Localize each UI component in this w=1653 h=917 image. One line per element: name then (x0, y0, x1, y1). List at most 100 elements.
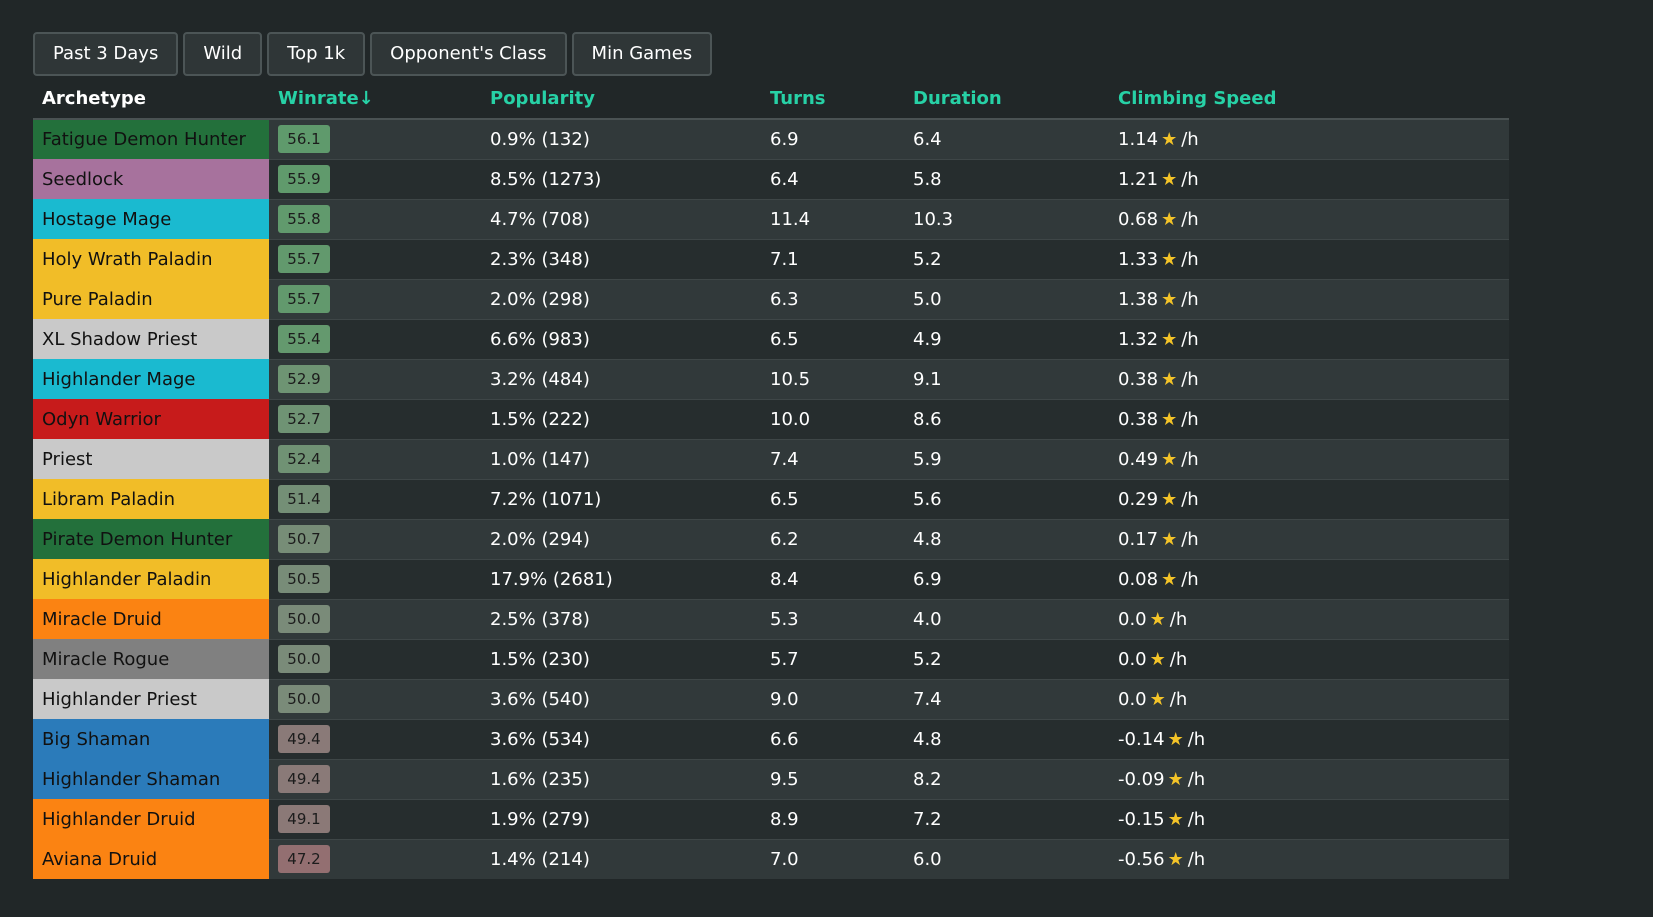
climbing-speed-value: 0.08 (1118, 568, 1159, 590)
star-icon: ★ (1161, 368, 1178, 390)
climbing-speed-cell: -0.15 ★/h (1109, 798, 1509, 839)
table-row[interactable]: Highlander Mage 52.9 3.2% (484) 10.5 9.1 0.38… (33, 358, 1509, 399)
climbing-speed-cell: 0.0 ★/h (1109, 638, 1509, 679)
filter-period-button[interactable]: Past 3 Days (33, 32, 179, 76)
turns-cell: 8.4 (761, 558, 904, 599)
climbing-speed-value: 1.21 (1118, 168, 1159, 190)
turns-cell: 7.4 (761, 438, 904, 479)
climbing-speed-cell: 1.21 ★/h (1109, 158, 1509, 199)
table-row[interactable]: Highlander Priest 50.0 3.6% (540) 9.0 7.4 0.0… (33, 678, 1509, 719)
climbing-speed-unit: /h (1181, 568, 1199, 590)
table-row[interactable]: Odyn Warrior 52.7 1.5% (222) 10.0 8.6 0.38 ★/h (33, 398, 1509, 439)
archetype-name[interactable]: Highlander Priest (33, 679, 269, 719)
star-icon: ★ (1167, 728, 1184, 750)
climbing-speed-cell: 1.14 ★/h (1109, 118, 1509, 159)
table-row[interactable]: Miracle Druid 50.0 2.5% (378) 5.3 4.0 0.0 ★/h (33, 598, 1509, 639)
archetype-name[interactable]: Fatigue Demon Hunter (33, 119, 269, 159)
filter-min-games-button[interactable]: Min Games (571, 32, 713, 76)
archetype-name[interactable]: Highlander Shaman (33, 759, 269, 799)
table-row[interactable]: Libram Paladin 51.4 7.2% (1071) 6.5 5.6 0.29 ★… (33, 478, 1509, 519)
climbing-speed-unit: /h (1181, 488, 1199, 510)
climbing-speed-cell: 0.0 ★/h (1109, 678, 1509, 719)
star-icon: ★ (1167, 768, 1184, 790)
table-row[interactable]: Highlander Shaman 49.4 1.6% (235) 9.5 8.2 -0.… (33, 758, 1509, 799)
climbing-speed-cell: 0.0 ★/h (1109, 598, 1509, 639)
table-row[interactable]: Pure Paladin 55.7 2.0% (298) 6.3 5.0 1.38 ★/h (33, 278, 1509, 319)
table-row[interactable]: Highlander Druid 49.1 1.9% (279) 8.9 7.2 -0.1… (33, 798, 1509, 839)
popularity-cell: 8.5% (1273) (481, 158, 761, 199)
archetype-name[interactable]: Pirate Demon Hunter (33, 519, 269, 559)
header-winrate[interactable]: Winrate↓ (269, 78, 481, 120)
archetype-name[interactable]: Hostage Mage (33, 199, 269, 239)
popularity-cell: 3.2% (484) (481, 358, 761, 399)
table-row[interactable]: Hostage Mage 55.8 4.7% (708) 11.4 10.3 0.68 ★ /… (33, 198, 1509, 239)
table-row[interactable]: Aviana Druid 47.2 1.4% (214) 7.0 6.0 -0.56 ★/h (33, 838, 1509, 879)
archetype-name[interactable]: Highlander Mage (33, 359, 269, 399)
turns-cell: 10.5 (761, 358, 904, 399)
table-row[interactable]: Highlander Paladin 50.5 17.9% (2681) 8.4 6.9… (33, 558, 1509, 599)
climbing-speed-value: 0.0 (1118, 648, 1147, 670)
turns-cell: 10.0 (761, 398, 904, 439)
duration-cell: 4.9 (904, 318, 1109, 359)
winrate-cell: 50.7 (269, 518, 481, 559)
archetype-name[interactable]: Aviana Druid (33, 839, 269, 879)
archetype-name[interactable]: Libram Paladin (33, 479, 269, 519)
archetype-name[interactable]: Odyn Warrior (33, 399, 269, 439)
duration-cell: 5.6 (904, 478, 1109, 519)
star-icon: ★ (1167, 848, 1184, 870)
popularity-cell: 1.9% (279) (481, 798, 761, 839)
turns-cell: 6.5 (761, 478, 904, 519)
archetype-name[interactable]: XL Shadow Priest (33, 319, 269, 359)
winrate-badge: 55.9 (278, 165, 330, 193)
archetype-name[interactable]: Priest (33, 439, 269, 479)
popularity-cell: 0.9% (132) (481, 118, 761, 159)
archetype-name[interactable]: Highlander Paladin (33, 559, 269, 599)
duration-cell: 5.2 (904, 238, 1109, 279)
archetype-name[interactable]: Seedlock (33, 159, 269, 199)
archetype-name[interactable]: Holy Wrath Paladin (33, 239, 269, 279)
turns-cell: 7.0 (761, 838, 904, 879)
winrate-cell: 55.7 (269, 278, 481, 319)
winrate-cell: 55.7 (269, 238, 481, 279)
header-archetype[interactable]: Archetype (33, 78, 269, 120)
duration-cell: 5.8 (904, 158, 1109, 199)
climbing-speed-unit: /h (1187, 808, 1206, 830)
archetype-name[interactable]: Miracle Rogue (33, 639, 269, 679)
table-row[interactable]: Seedlock 55.9 8.5% (1273) 6.4 5.8 1.21 ★/h (33, 158, 1509, 199)
table-row[interactable]: Priest 52.4 1.0% (147) 7.4 5.9 0.49 ★/h (33, 438, 1509, 479)
popularity-cell: 6.6% (983) (481, 318, 761, 359)
table-row[interactable]: Pirate Demon Hunter 50.7 2.0% (294) 6.2 4.8 0… (33, 518, 1509, 559)
winrate-cell: 56.1 (269, 118, 481, 159)
table-row[interactable]: Fatigue Demon Hunter 56.1 0.9% (132) 6.9 6.4… (33, 118, 1509, 159)
table-row[interactable]: XL Shadow Priest 55.4 6.6% (983) 6.5 4.9 1.32… (33, 318, 1509, 359)
archetype-name[interactable]: Highlander Druid (33, 799, 269, 839)
table-row[interactable]: Holy Wrath Paladin 55.7 2.3% (348) 7.1 5.2 1.… (33, 238, 1509, 279)
duration-cell: 7.4 (904, 678, 1109, 719)
archetype-name[interactable]: Miracle Druid (33, 599, 269, 639)
climbing-speed-value: 1.33 (1118, 248, 1159, 270)
winrate-badge: 52.4 (278, 445, 330, 473)
header-climbing-speed[interactable]: Climbing Speed (1109, 78, 1509, 120)
table-row[interactable]: Miracle Rogue 50.0 1.5% (230) 5.7 5.2 0.0 ★/h (33, 638, 1509, 679)
duration-cell: 8.6 (904, 398, 1109, 439)
climbing-speed-unit: /h (1181, 528, 1199, 550)
winrate-cell: 49.4 (269, 718, 481, 759)
header-duration[interactable]: Duration (904, 78, 1109, 120)
climbing-speed-value: -0.14 (1118, 728, 1165, 750)
archetype-name[interactable]: Big Shaman (33, 719, 269, 759)
popularity-cell: 4.7% (708) (481, 198, 761, 239)
archetype-name[interactable]: Pure Paladin (33, 279, 269, 319)
table-row[interactable]: Big Shaman 49.4 3.6% (534) 6.6 4.8 -0.14 ★/h (33, 718, 1509, 759)
filter-opponent-class-button[interactable]: Opponent's Class (370, 32, 567, 76)
header-turns[interactable]: Turns (761, 78, 904, 120)
duration-cell: 6.9 (904, 558, 1109, 599)
winrate-badge: 55.7 (278, 285, 330, 313)
filter-rank-button[interactable]: Top 1k (267, 32, 366, 76)
winrate-badge: 50.0 (278, 605, 330, 633)
turns-cell: 6.3 (761, 278, 904, 319)
turns-cell: 5.7 (761, 638, 904, 679)
header-popularity[interactable]: Popularity (481, 78, 761, 120)
climbing-speed-unit: /h (1181, 168, 1199, 190)
star-icon: ★ (1161, 488, 1178, 510)
filter-format-button[interactable]: Wild (183, 32, 263, 76)
